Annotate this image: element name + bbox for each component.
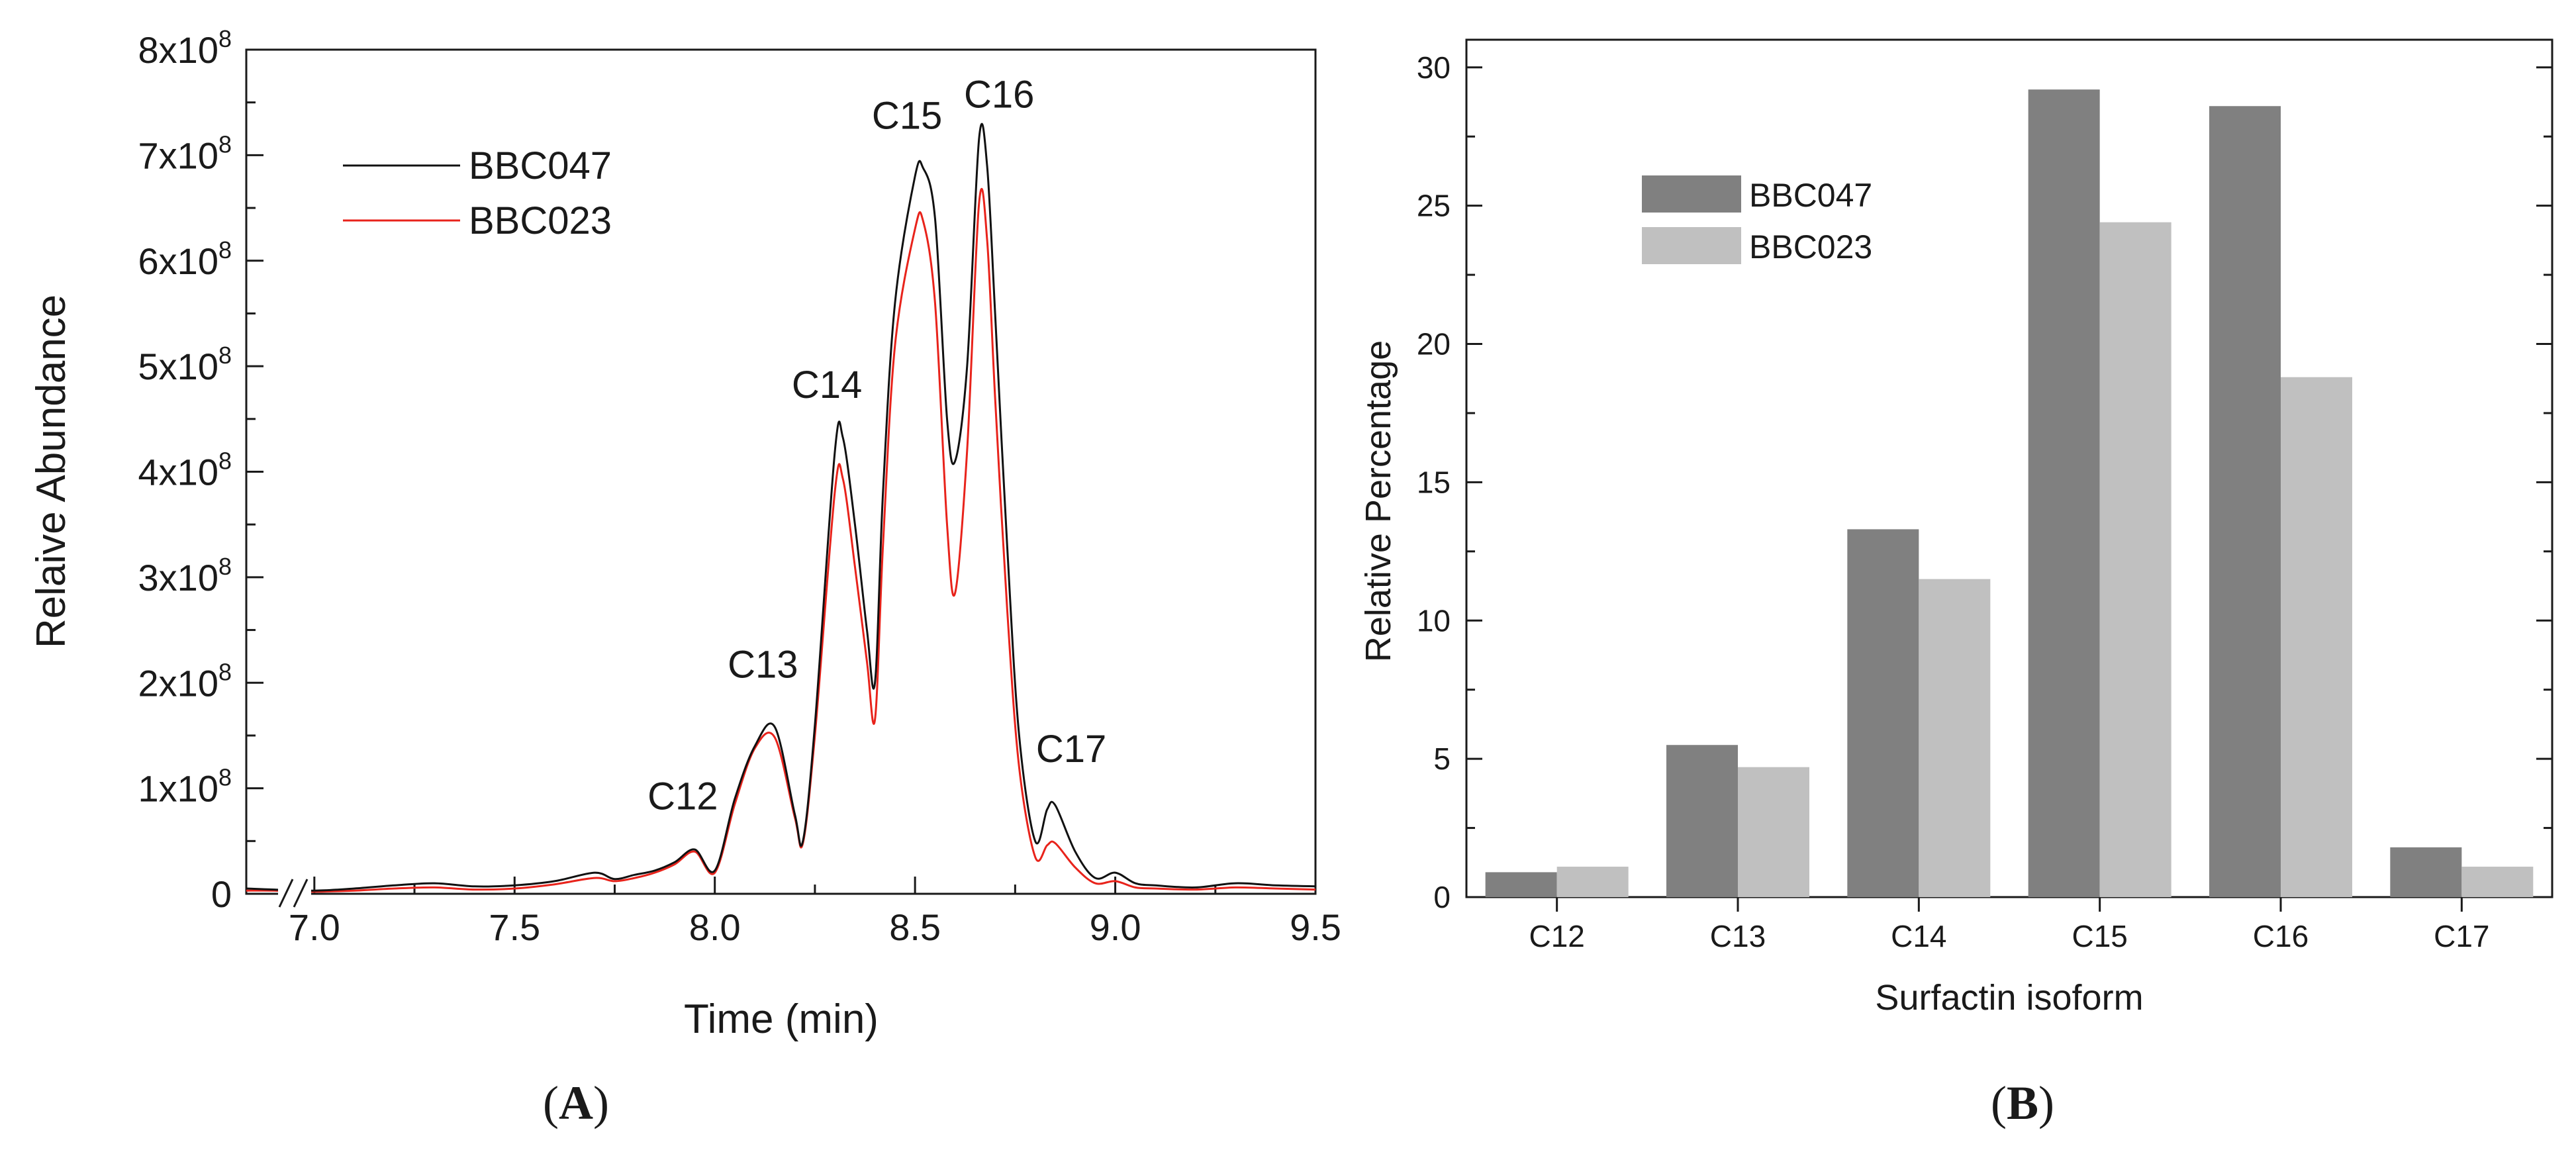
x-tick-label-c15: C15 xyxy=(2072,919,2127,953)
panel-a-peak-annotations: C12 C13 C14 C15 C16 C17 xyxy=(647,73,1106,818)
bar-bbc023-c14 xyxy=(1919,579,1991,897)
y-tick-label: 7x108 xyxy=(138,130,232,176)
bar-bbc047-c16 xyxy=(2209,106,2281,898)
y-tick-label: 15 xyxy=(1417,465,1451,499)
y-tick-label: 5 xyxy=(1433,742,1451,776)
legend-label-bbc047: BBC047 xyxy=(469,144,612,187)
peak-label-c12: C12 xyxy=(647,775,718,818)
peak-label-c15: C15 xyxy=(872,95,942,138)
x-tick-label: 9.5 xyxy=(1290,906,1341,948)
panel-b-bars xyxy=(1485,89,2534,898)
legend-label-bbc023: BBC023 xyxy=(469,199,612,242)
y-tick-label: 25 xyxy=(1417,189,1451,223)
x-tick-label-c14: C14 xyxy=(1891,919,1946,953)
panel-b-x-axis-label: Surfactin isoform xyxy=(1875,978,2143,1018)
peak-label-c17: C17 xyxy=(1036,728,1106,771)
y-tick-label: 5x108 xyxy=(138,342,232,387)
panel-a-chromatogram: 0 1x108 2x108 3x108 4x108 5x108 6x108 7x108 8x10… xyxy=(28,25,1341,1129)
panel-a-series-lines xyxy=(246,122,1316,893)
legend-swatch-bbc047 xyxy=(1642,175,1741,213)
peak-label-c13: C13 xyxy=(728,643,798,686)
panel-a-y-ticks: 0 1x108 2x108 3x108 4x108 5x108 6x108 7x108 8x10… xyxy=(138,25,263,915)
series-line-bbc047 xyxy=(246,122,1316,892)
panel-a-label: (A) xyxy=(543,1077,609,1129)
bar-bbc023-c16 xyxy=(2281,377,2352,897)
panel-b-bar-chart: 0 5 10 15 20 25 30 C12 C13 C14 C15 C16 C17 BBC047 B… xyxy=(1359,38,2553,1129)
y-tick-label: 0 xyxy=(211,873,232,915)
panel-b-legend: BBC047 BBC023 xyxy=(1642,175,1872,265)
bar-bbc047-c14 xyxy=(1847,529,1919,897)
bar-bbc023-c12 xyxy=(1556,867,1629,897)
y-tick-label: 30 xyxy=(1417,50,1451,85)
x-tick-label: 8.0 xyxy=(689,906,741,948)
peak-label-c14: C14 xyxy=(792,363,862,407)
series-line-bbc023 xyxy=(246,188,1316,893)
x-tick-label: 8.5 xyxy=(889,906,941,948)
y-tick-label: 10 xyxy=(1417,603,1451,638)
legend-label-bbc023: BBC023 xyxy=(1749,228,1872,265)
bar-bbc047-c15 xyxy=(2028,89,2100,897)
bar-bbc047-c17 xyxy=(2390,847,2462,897)
y-tick-label: 0 xyxy=(1433,880,1451,914)
panel-b-plot-frame xyxy=(1465,38,2553,898)
panel-b-y-axis-label: Relative Percentage xyxy=(1359,340,1398,662)
y-tick-label: 6x108 xyxy=(138,236,232,282)
panel-a-y-axis-label: Relaive Abundance xyxy=(28,295,74,648)
bar-bbc047-c13 xyxy=(1666,745,1738,897)
panel-a-x-axis-label: Time (min) xyxy=(684,996,879,1042)
bar-bbc023-c17 xyxy=(2461,867,2534,897)
peak-label-c16: C16 xyxy=(964,73,1034,117)
bar-bbc023-c15 xyxy=(2099,222,2171,897)
x-tick-label-c12: C12 xyxy=(1529,919,1584,953)
panel-b-y-ticks: 0 5 10 15 20 25 30 xyxy=(1417,50,2552,914)
y-tick-label: 8x108 xyxy=(138,25,232,71)
x-tick-label-c17: C17 xyxy=(2434,919,2489,953)
bar-bbc023-c13 xyxy=(1738,767,1809,897)
legend-swatch-bbc023 xyxy=(1642,227,1741,264)
panel-a-plot-frame xyxy=(245,48,1317,895)
panel-b-x-ticks: C12 C13 C14 C15 C16 C17 xyxy=(1529,897,2490,953)
bar-bbc047-c12 xyxy=(1485,872,1557,897)
y-tick-label: 2x108 xyxy=(138,658,232,704)
axis-break-marks xyxy=(278,874,311,914)
panel-a-legend: BBC047 BBC023 xyxy=(343,144,612,242)
y-tick-label: 20 xyxy=(1417,327,1451,361)
x-tick-label: 9.0 xyxy=(1090,906,1141,948)
y-tick-label: 4x108 xyxy=(138,448,232,493)
legend-label-bbc047: BBC047 xyxy=(1749,177,1872,214)
x-tick-label-c13: C13 xyxy=(1710,919,1766,953)
y-tick-label: 3x108 xyxy=(138,553,232,599)
y-tick-label: 1x108 xyxy=(138,764,232,810)
x-tick-label-c16: C16 xyxy=(2253,919,2309,953)
panel-b-label: (B) xyxy=(1991,1077,2054,1129)
x-tick-label: 7.5 xyxy=(489,906,540,948)
